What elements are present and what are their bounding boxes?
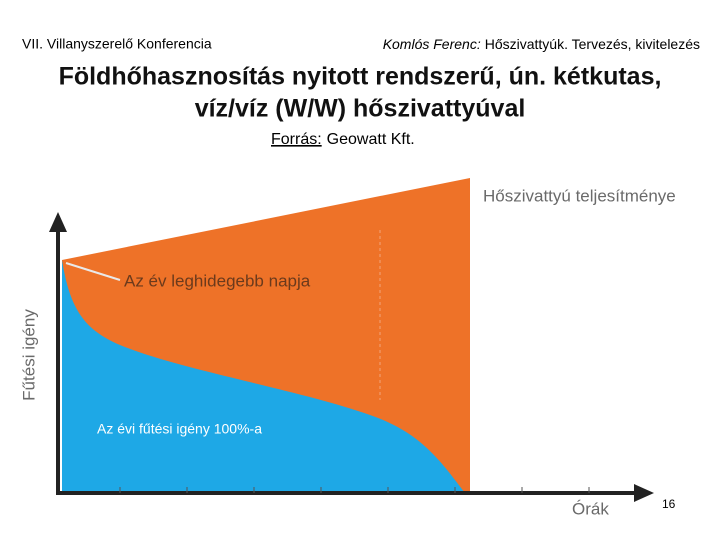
source: Forrás: Geowatt Kft.: [271, 131, 415, 148]
source-label: Forrás:: [271, 131, 322, 148]
source-text: Geowatt Kft.: [327, 131, 415, 148]
coldest-day-label: Az év leghidegebb napja: [124, 271, 311, 290]
pointer-line: [65, 262, 121, 281]
x-ticks: [119, 487, 590, 493]
header-left: VII. Villanyszerelő Konferencia: [22, 36, 212, 52]
page-number: 16: [662, 497, 676, 511]
x-arrow: [634, 484, 654, 502]
heating-demand-area: [62, 260, 465, 493]
curve-label: Hőszivattyú teljesítménye: [483, 186, 676, 205]
area-label: Az évi fűtési igény 100%-a: [97, 421, 262, 437]
x-axis-label: Órák: [572, 499, 609, 518]
header-right: Komlós Ferenc: Hőszivattyúk. Tervezés, ki…: [383, 36, 700, 52]
y-arrow: [49, 212, 67, 232]
title-line: Földhőhasznosítás nyitott rendszerű, ún.…: [59, 63, 662, 91]
y-axis-label: Fűtési igény: [19, 309, 38, 401]
header-topic: Hőszivattyúk. Tervezés, kivitelezés: [485, 36, 700, 52]
header-author: Komlós Ferenc:: [383, 36, 481, 52]
title-line: víz/víz (W/W) hőszivattyúval: [195, 95, 526, 123]
